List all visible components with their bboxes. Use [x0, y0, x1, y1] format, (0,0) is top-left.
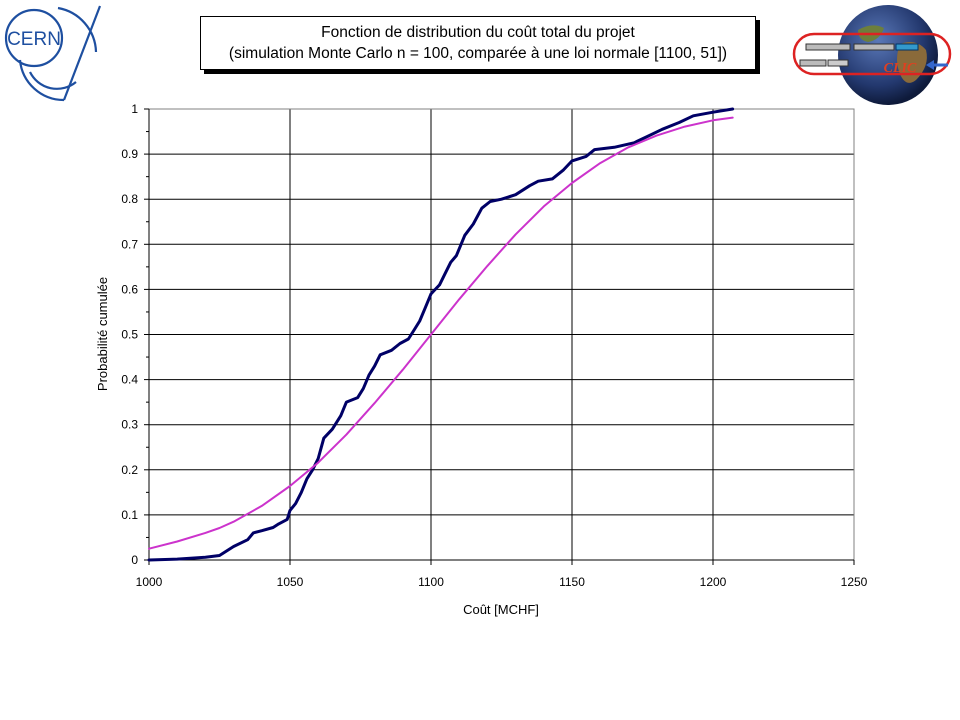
series-layer: [147, 107, 735, 562]
y-tick-label: 0.7: [121, 237, 138, 251]
x-tick-label: 1100: [418, 575, 444, 589]
monte-carlo-cdf-line: [147, 107, 735, 562]
y-tick-label: 0: [131, 553, 138, 567]
y-tick-label: 0.5: [121, 328, 138, 342]
y-tick-label: 0.9: [121, 147, 138, 161]
y-tick-label: 0.8: [121, 192, 138, 206]
axes: 0 0.1 0.2 0.3 0.4 0.5 0.6 0.7 0.8 0.9 1 1000 1050 110…: [121, 102, 867, 589]
cern-logo-text: CERN: [7, 29, 61, 50]
y-tick-label: 0.2: [121, 463, 138, 477]
x-tick-label: 1200: [700, 575, 727, 589]
clic-globe-logo-icon: CLIC: [792, 5, 952, 105]
x-tick-label: 1150: [559, 575, 585, 589]
grid: [149, 109, 854, 560]
y-tick-label: 0.6: [121, 282, 138, 296]
normal-cdf-line: [148, 116, 734, 550]
y-tick-label: 0.4: [121, 373, 138, 387]
y-tick-label: 1: [131, 102, 138, 116]
chart-title-box: Fonction de distribution du coût total d…: [200, 16, 756, 70]
chart-title: Fonction de distribution du coût total d…: [321, 24, 635, 41]
x-axis-title: Coût [MCHF]: [463, 602, 539, 617]
y-axis-title: Probabilité cumulée: [95, 277, 110, 391]
cern-logo-icon: CERN: [4, 5, 102, 102]
x-tick-label: 1050: [277, 575, 304, 589]
y-tick-label: 0.3: [121, 418, 138, 432]
y-tick-label: 0.1: [121, 508, 138, 522]
x-tick-label: 1000: [136, 575, 163, 589]
chart-subtitle: (simulation Monte Carlo n = 100, comparé…: [228, 45, 728, 62]
clic-logo-text: CLIC: [884, 61, 917, 76]
x-tick-label: 1250: [841, 575, 868, 589]
